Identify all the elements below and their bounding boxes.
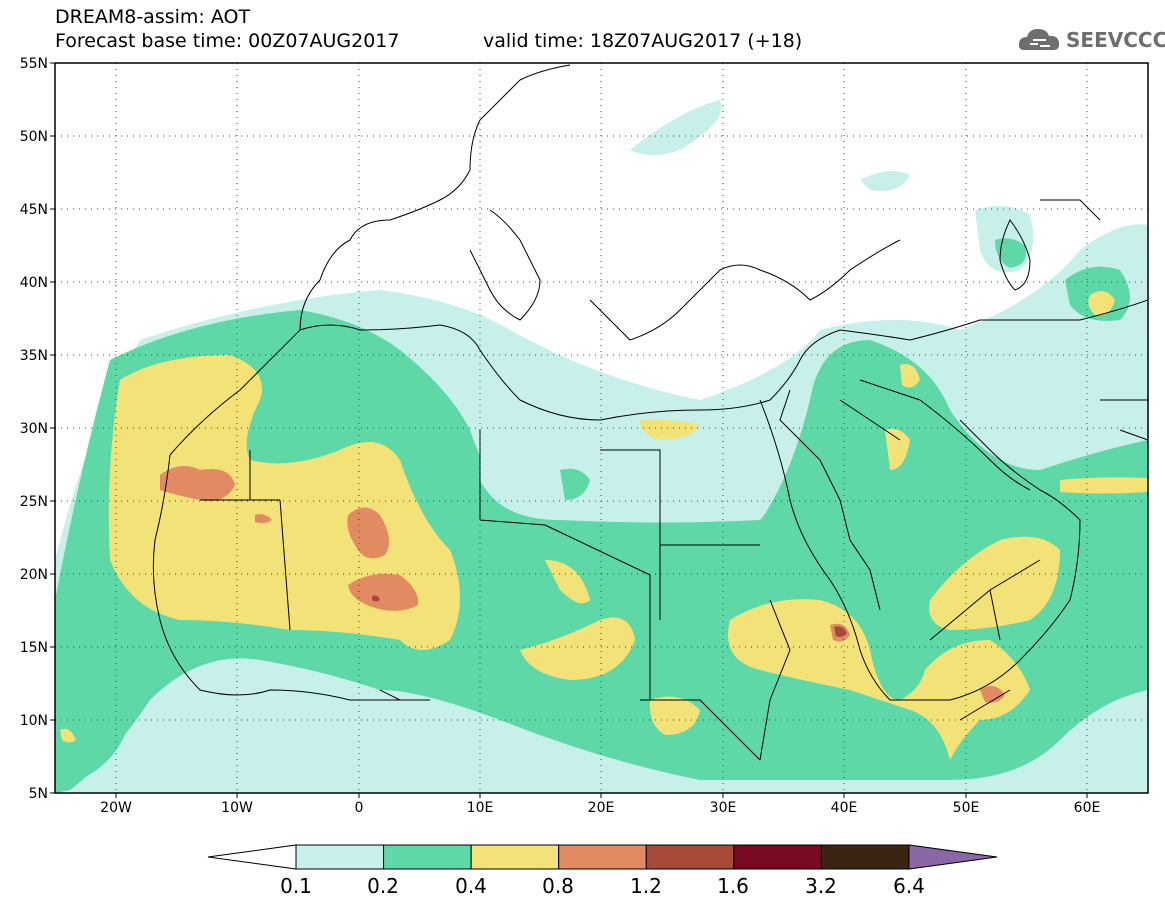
colorbar-label-0.2: 0.2 xyxy=(367,874,399,898)
colorbar-bin-5 xyxy=(733,844,822,870)
lon-label-50e: 50E xyxy=(953,800,980,816)
coastlines xyxy=(152,64,1148,761)
lon-label-10e: 10E xyxy=(467,800,494,816)
colorbar-bin-0 xyxy=(295,844,385,870)
colorbar-over-arrow xyxy=(908,844,998,870)
colorbar-label-0.4: 0.4 xyxy=(455,874,487,898)
lat-label-55n: 55N xyxy=(20,56,48,72)
aot-band-0.8 xyxy=(160,466,235,501)
lat-label-15n: 15N xyxy=(20,640,48,656)
lat-label-45n: 45N xyxy=(20,202,48,218)
colorbar-label-6.4: 6.4 xyxy=(893,874,925,898)
lon-label-30e: 30E xyxy=(710,800,737,816)
lon-axis: 20W 10W 0 10E 20E 30E 40E 50E 60E xyxy=(100,800,1100,816)
graticule xyxy=(55,63,1148,793)
lat-label-20n: 20N xyxy=(20,567,48,583)
lon-ticks xyxy=(115,793,1088,798)
lat-label-30n: 30N xyxy=(20,421,48,437)
colorbar-label-3.2: 3.2 xyxy=(805,874,837,898)
lat-label-25n: 25N xyxy=(20,494,48,510)
aot-band-1.2 xyxy=(834,626,847,637)
colorbar-bin-4 xyxy=(645,844,735,870)
lon-label-0: 0 xyxy=(355,800,364,816)
colorbar-bin-3 xyxy=(558,844,647,870)
colorbar-label-0.8: 0.8 xyxy=(542,874,574,898)
lat-label-5n: 5N xyxy=(29,786,48,802)
logo-text: SEEVCCC xyxy=(1066,28,1165,52)
lat-label-50n: 50N xyxy=(20,129,48,145)
lon-label-20e: 20E xyxy=(588,800,615,816)
aot-field xyxy=(55,100,1148,793)
map-title: DREAM8-assim: AOT xyxy=(55,6,251,28)
lon-label-20w: 20W xyxy=(100,800,132,816)
colorbar-label-1.2: 1.2 xyxy=(630,874,662,898)
colorbar-label-1.6: 1.6 xyxy=(717,874,749,898)
lon-label-10w: 10W xyxy=(221,800,253,816)
cloud-icon xyxy=(1018,29,1060,50)
lat-ticks xyxy=(50,62,55,794)
lat-label-40n: 40N xyxy=(20,275,48,291)
lon-label-60e: 60E xyxy=(1074,800,1101,816)
colorbar-bin-6 xyxy=(820,844,910,870)
colorbar-under-arrow xyxy=(207,844,297,870)
colorbar-label-0.1: 0.1 xyxy=(280,874,312,898)
forecast-base-time: Forecast base time: 00Z07AUG2017 xyxy=(55,30,400,52)
valid-time: valid time: 18Z07AUG2017 (+18) xyxy=(483,30,803,52)
seevccc-logo: SEEVCCC xyxy=(1018,24,1165,56)
lat-axis: 55N 50N 45N 40N 35N 30N 25N 20N 15N 10N … xyxy=(20,56,48,802)
colorbar-bin-1 xyxy=(383,844,472,870)
colorbar: 0.1 0.2 0.4 0.8 1.2 1.6 3.2 6.4 xyxy=(207,844,998,898)
lat-label-35n: 35N xyxy=(20,348,48,364)
colorbar-bin-2 xyxy=(470,844,560,870)
lat-label-10n: 10N xyxy=(20,713,48,729)
lon-label-40e: 40E xyxy=(831,800,858,816)
